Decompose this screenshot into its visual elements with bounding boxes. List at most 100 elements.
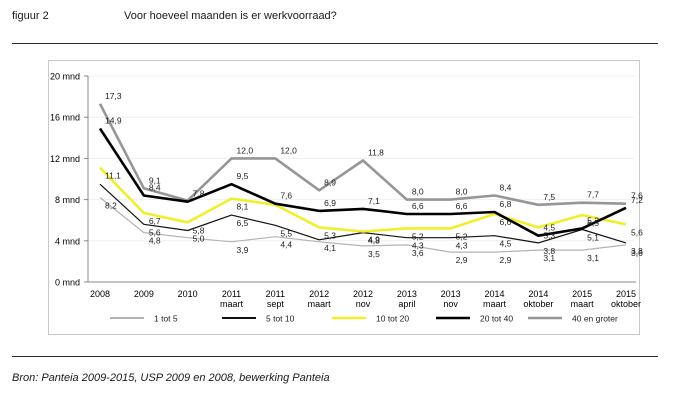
figure-title: Voor hoeveel maanden is er werkvoorraad? [124,10,337,22]
top-rule [12,43,658,44]
x-tick-sublabel: nov [443,299,458,309]
data-label: 17,3 [105,91,122,101]
data-label: 11,8 [368,147,384,157]
data-label: 8,2 [105,201,117,211]
x-tick-label: 2008 [90,289,110,299]
data-label: 3,1 [543,253,555,263]
data-label: 12,0 [237,145,254,155]
x-tick-sublabel: nov [356,299,371,309]
data-label: 3,1 [587,253,599,263]
data-label: 7,8 [193,189,205,199]
data-label: 8,4 [500,182,512,192]
data-label: 11,1 [105,171,121,181]
x-tick-label: 2013 [397,289,417,299]
x-tick-sublabel: oktober [611,299,641,309]
data-label: 7,7 [587,190,599,200]
x-tick-label: 2009 [134,289,154,299]
data-label: 8,1 [237,202,249,212]
data-label: 6,8 [500,199,512,209]
y-tick-label: 12 mnd [50,154,80,164]
y-tick-label: 20 mnd [50,72,80,82]
data-label: 3,9 [237,245,249,255]
data-label: 14,9 [105,116,122,126]
x-tick-label: 2010 [178,289,198,299]
data-label: 7,5 [543,192,555,202]
figure-label: figuur 2 [12,10,49,22]
series-line-3 [98,127,627,237]
x-tick-label: 2013 [441,289,461,299]
legend-label: 20 tot 40 [480,314,513,324]
data-label: 3,6 [631,248,643,258]
x-tick-sublabel: maart [220,299,244,309]
x-tick-sublabel: maart [308,299,332,309]
bottom-rule [12,356,658,357]
legend-label: 5 tot 10 [266,314,295,324]
data-label: 6,6 [412,201,424,211]
x-tick-label: 2015 [616,289,636,299]
x-tick-sublabel: maart [571,299,595,309]
data-label: 7,2 [631,195,643,205]
data-label: 2,9 [500,255,512,265]
data-label: 5,2 [456,231,468,241]
data-label: 4,8 [368,236,380,246]
y-tick-label: 16 mnd [50,113,80,123]
data-label: 9,5 [237,171,249,181]
x-tick-sublabel: april [398,299,415,309]
data-label: 3,8 [543,246,555,256]
data-label: 4,5 [543,223,555,233]
legend-label: 40 en groter [572,314,618,324]
legend-label: 10 tot 20 [376,314,409,324]
data-label: 4,1 [324,243,336,253]
data-label: 3,5 [368,249,380,259]
y-tick-label: 0 mnd [55,278,80,288]
x-tick-label: 2012 [309,289,329,299]
data-label: 4,4 [280,240,292,250]
data-label: 5,2 [587,215,599,225]
y-tick-label: 4 mnd [55,236,80,246]
data-label: 5,3 [543,230,555,240]
data-label: 5,5 [280,228,292,238]
series-line-4 [98,103,627,207]
data-label: 8,9 [324,177,336,187]
data-label: 4,9 [368,235,380,245]
source-note: Bron: Panteia 2009-2015, USP 2009 en 200… [12,372,330,384]
data-label: 7,1 [368,196,380,206]
data-label: 3,8 [631,246,643,256]
chart-frame [48,60,640,335]
y-tick-label: 8 mnd [55,195,80,205]
data-label: 4,5 [500,239,512,249]
data-label: 6,7 [149,216,161,226]
data-label: 5,6 [631,227,643,237]
data-label: 5,2 [412,231,424,241]
data-label: 3,6 [412,248,424,258]
data-label: 4,3 [412,241,424,251]
data-label: 6,6 [456,201,468,211]
legend-label: 1 tot 5 [154,314,178,324]
data-label: 5,1 [587,232,599,242]
x-tick-label: 2012 [353,289,373,299]
data-label: 7,6 [631,191,643,201]
data-label: 5,8 [193,225,205,235]
data-label: 5,0 [193,234,205,244]
x-tick-sublabel: oktober [523,299,553,309]
x-tick-sublabel: sept [267,299,285,309]
x-tick-sublabel: maart [483,299,507,309]
data-label: 7,6 [280,191,292,201]
data-label: 8,0 [456,187,468,197]
data-label: 4,8 [149,236,161,246]
data-label: 5,6 [149,227,161,237]
data-label: 12,0 [280,145,297,155]
x-tick-label: 2014 [484,289,504,299]
series-line-2 [99,166,627,233]
data-label: 4,3 [456,241,468,251]
data-label: 8,0 [412,187,424,197]
x-tick-label: 2011 [266,289,285,299]
data-label: 8,4 [149,182,161,192]
data-label: 9,1 [149,175,161,185]
data-label: 2,9 [456,255,468,265]
x-tick-label: 2014 [528,289,548,299]
x-tick-label: 2011 [222,289,241,299]
data-label: 5,3 [324,230,336,240]
series-line-0 [99,197,627,253]
